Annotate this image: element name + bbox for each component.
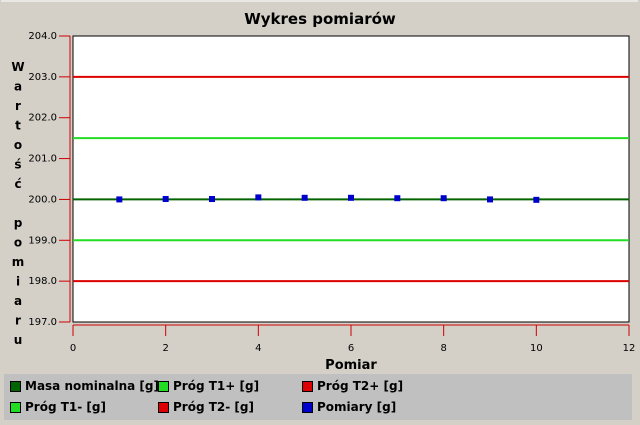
y-tick-label: 203.0 (28, 72, 57, 83)
data-point (440, 195, 447, 202)
legend-swatch (302, 401, 313, 413)
legend-swatch (302, 380, 313, 392)
data-point (162, 196, 169, 203)
y-axis-label-char: W (11, 60, 24, 74)
x-tick-label: 0 (70, 343, 76, 354)
y-axis: 197.0 198.0 199.0 200.0 201.0 202.0 203.0 204.0 (28, 31, 71, 328)
y-axis-label-char: m (12, 255, 25, 269)
x-tick-label: 10 (530, 343, 543, 354)
data-point (301, 194, 308, 201)
y-axis-label-char: a (14, 80, 22, 94)
legend-swatch (158, 380, 169, 392)
data-point (394, 195, 401, 202)
y-tick-label: 198.0 (28, 276, 57, 287)
data-point (116, 196, 123, 203)
legend-swatch (158, 401, 169, 413)
legend-item: Masa nominalna [g] (10, 377, 159, 395)
legend-label: Próg T1+ [g] (173, 379, 260, 393)
y-tick-label: 200.0 (28, 194, 57, 205)
y-axis-label-char: u (14, 333, 23, 347)
legend-item: Próg T2+ [g] (302, 377, 403, 395)
legend-label: Masa nominalna [g] (25, 379, 159, 393)
x-axis: 0 2 4 6 8 10 12 (70, 324, 636, 354)
legend-label: Próg T2- [g] (173, 400, 254, 414)
legend-label: Próg T1- [g] (25, 400, 106, 414)
y-tick-label: 201.0 (28, 154, 57, 165)
y-axis-label-char: p (14, 216, 23, 230)
legend-item: Próg T2- [g] (158, 398, 254, 416)
y-axis-label-char: i (16, 275, 20, 289)
x-tick-label: 8 (440, 343, 446, 354)
plot-area (72, 35, 630, 323)
y-axis-label-char: ś (14, 158, 21, 172)
legend: Masa nominalna [g] Próg T1+ [g] Próg T2+… (8, 375, 630, 419)
y-axis-label-char: r (15, 314, 21, 328)
y-axis-label-char: r (15, 99, 21, 113)
data-point (255, 194, 262, 201)
legend-item: Pomiary [g] (302, 398, 396, 416)
x-tick-label: 4 (255, 343, 261, 354)
y-tick-label: 202.0 (28, 113, 57, 124)
data-point (209, 196, 215, 203)
x-axis-label: Pomiar (325, 358, 377, 373)
x-tick-label: 6 (348, 343, 354, 354)
y-axis-label-char: ć (14, 177, 21, 191)
y-axis-label-char: o (14, 138, 22, 152)
measurement-points (116, 194, 540, 203)
x-tick-label: 12 (623, 343, 636, 354)
y-axis-label-char: a (14, 294, 22, 308)
data-point (533, 196, 540, 203)
legend-box (4, 374, 632, 420)
y-tick-label: 204.0 (28, 31, 57, 42)
legend-item: Próg T1+ [g] (158, 377, 259, 395)
chart-title: Wykres pomiarów (244, 10, 396, 28)
x-tick-label: 2 (162, 343, 168, 354)
legend-label: Próg T2+ [g] (317, 379, 404, 393)
data-point (487, 196, 493, 203)
legend-item: Próg T1- [g] (10, 398, 106, 416)
legend-swatch (10, 380, 21, 392)
y-axis-label-char: t (15, 119, 21, 133)
y-tick-label: 197.0 (28, 317, 57, 328)
data-point (348, 194, 354, 201)
legend-label: Pomiary [g] (317, 400, 397, 414)
legend-swatch (10, 401, 21, 413)
y-axis-label-char: o (14, 236, 22, 250)
y-tick-label: 199.0 (28, 235, 57, 246)
